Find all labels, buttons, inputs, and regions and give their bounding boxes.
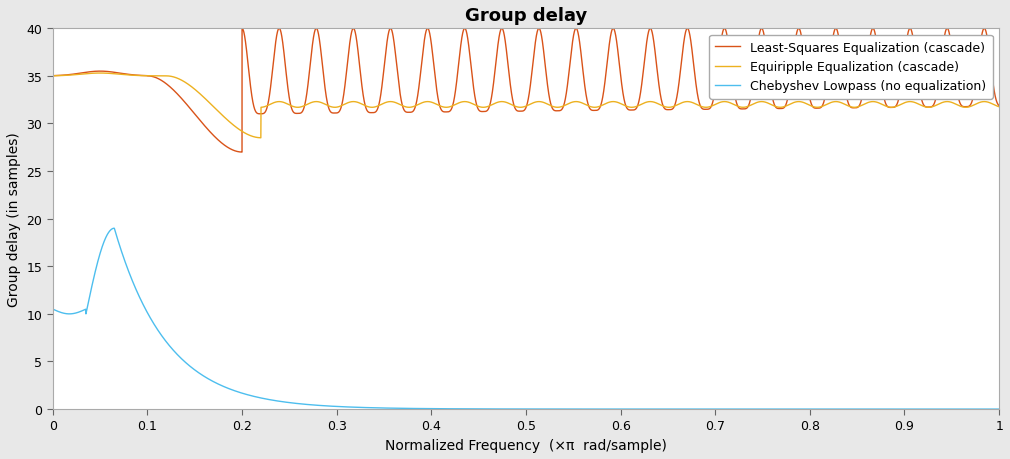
Equiripple Equalization (cascade) (94, 71, 106, 77)
Least-Squares Equalization (cascade) (533, 27, 545, 32)
Line: Chebyshev Lowpass (no equalization): Chebyshev Lowpass (no equalization) (53, 229, 999, 409)
Equiripple Equalization (cascade) (825, 101, 837, 106)
Chebyshev Lowpass (no equalization) (108, 226, 120, 231)
Least-Squares Equalization (cascade) (236, 150, 248, 156)
Chebyshev Lowpass (no equalization) (663, 406, 675, 412)
Least-Squares Equalization (cascade) (619, 102, 631, 107)
Chebyshev Lowpass (no equalization) (753, 406, 766, 412)
Equiripple Equalization (cascade) (46, 74, 59, 79)
Chebyshev Lowpass (no equalization) (825, 406, 837, 412)
Y-axis label: Group delay (in samples): Group delay (in samples) (7, 132, 21, 307)
Chebyshev Lowpass (no equalization) (614, 406, 626, 412)
Least-Squares Equalization (cascade) (494, 29, 506, 34)
Equiripple Equalization (cascade) (219, 116, 231, 121)
Title: Group delay: Group delay (465, 7, 587, 25)
Equiripple Equalization (cascade) (615, 101, 627, 107)
Line: Least-Squares Equalization (cascade): Least-Squares Equalization (cascade) (53, 29, 999, 153)
Least-Squares Equalization (cascade) (654, 93, 667, 98)
Chebyshev Lowpass (no equalization) (408, 406, 420, 411)
Legend: Least-Squares Equalization (cascade), Equiripple Equalization (cascade), Chebysh: Least-Squares Equalization (cascade), Eq… (709, 35, 993, 99)
Least-Squares Equalization (cascade) (46, 74, 59, 79)
Equiripple Equalization (cascade) (753, 100, 766, 105)
Chebyshev Lowpass (no equalization) (993, 406, 1005, 412)
Equiripple Equalization (cascade) (663, 105, 675, 111)
Least-Squares Equalization (cascade) (932, 85, 944, 91)
Chebyshev Lowpass (no equalization) (46, 307, 59, 312)
Least-Squares Equalization (cascade) (283, 92, 295, 97)
Line: Equiripple Equalization (cascade): Equiripple Equalization (cascade) (53, 74, 999, 139)
Chebyshev Lowpass (no equalization) (219, 384, 231, 390)
Equiripple Equalization (cascade) (255, 136, 267, 141)
Equiripple Equalization (cascade) (409, 104, 421, 110)
Least-Squares Equalization (cascade) (993, 104, 1005, 109)
Least-Squares Equalization (cascade) (724, 60, 736, 66)
Equiripple Equalization (cascade) (993, 105, 1005, 110)
X-axis label: Normalized Frequency  (×π  rad/sample): Normalized Frequency (×π rad/sample) (385, 438, 667, 452)
